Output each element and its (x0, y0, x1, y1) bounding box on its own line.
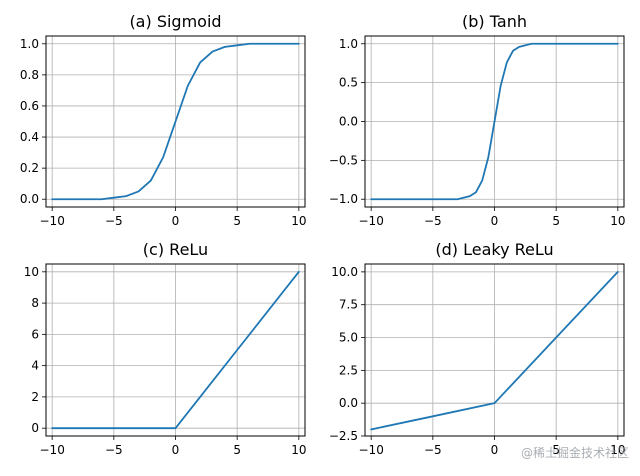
y-tick-label-relu-5: 10 (24, 265, 39, 279)
subplot-relu: −10 −5 0 5 10 0 2 4 6 8 10 (c) ReLu (24, 240, 307, 457)
y-tick-label-leaky-relu-4: 7.5 (339, 298, 358, 312)
axes-frame-tanh (364, 35, 625, 208)
y-tick-label-relu-4: 8 (31, 296, 39, 310)
x-tick-label-leaky-relu-3: 5 (552, 443, 560, 457)
y-tick-label-leaky-relu-5: 10.0 (331, 265, 358, 279)
x-tick-label-relu-0: −10 (40, 443, 65, 457)
x-tick-label-sigmoid-4: 10 (291, 214, 306, 228)
x-tick-label-relu-1: −5 (105, 443, 123, 457)
x-tick-label-tanh-2: 0 (491, 214, 499, 228)
x-tick-label-leaky-relu-1: −5 (424, 443, 442, 457)
y-tick-label-tanh-2: 0.0 (339, 115, 358, 129)
x-tick-label-sigmoid-1: −5 (105, 214, 123, 228)
x-tick-label-leaky-relu-2: 0 (491, 443, 499, 457)
axes-frame-sigmoid (45, 35, 306, 208)
watermark-text: @稀土掘金技术社区 (521, 445, 629, 460)
x-tick-label-relu-4: 10 (291, 443, 306, 457)
y-tick-label-tanh-3: 0.5 (339, 76, 358, 90)
series-line-relu (51, 270, 300, 430)
x-tick-label-sigmoid-0: −10 (40, 214, 65, 228)
y-tick-label-leaky-relu-2: 2.5 (339, 363, 358, 377)
series-line-leaky-relu (370, 270, 619, 431)
y-tick-label-sigmoid-4: 0.8 (20, 68, 39, 82)
y-tick-label-tanh-0: −1.0 (329, 192, 358, 206)
y-tick-label-leaky-relu-0: −2.5 (329, 429, 358, 443)
y-tick-label-relu-3: 6 (31, 327, 39, 341)
axes-frame-leaky-relu (364, 263, 625, 437)
x-tick-label-tanh-1: −5 (424, 214, 442, 228)
y-tick-label-tanh-1: −0.5 (329, 153, 358, 167)
y-tick-label-sigmoid-1: 0.2 (20, 161, 39, 175)
subplot-title-sigmoid: (a) Sigmoid (129, 12, 221, 31)
x-tick-label-tanh-4: 10 (610, 214, 625, 228)
x-tick-label-leaky-relu-0: −10 (359, 443, 384, 457)
subplot-tanh: −10 −5 0 5 10 −1.0 −0.5 0.0 0.5 1.0 (b) Tanh (329, 12, 626, 228)
x-tick-label-sigmoid-2: 0 (172, 214, 180, 228)
x-tick-label-relu-3: 5 (233, 443, 241, 457)
subplot-title-tanh: (b) Tanh (462, 12, 527, 31)
y-tick-label-relu-0: 0 (31, 421, 39, 435)
y-tick-label-tanh-4: 1.0 (339, 37, 358, 51)
x-tick-label-relu-2: 0 (172, 443, 180, 457)
y-tick-label-relu-1: 2 (31, 390, 39, 404)
y-tick-label-leaky-relu-1: 0.0 (339, 396, 358, 410)
subplot-title-relu: (c) ReLu (143, 240, 208, 259)
x-tick-label-sigmoid-3: 5 (233, 214, 241, 228)
y-tick-label-sigmoid-3: 0.6 (20, 99, 39, 113)
series-line-tanh (370, 42, 619, 201)
subplot-title-leaky-relu: (d) Leaky ReLu (435, 240, 553, 259)
x-tick-label-leaky-relu-4: 10 (610, 443, 625, 457)
y-tick-label-sigmoid-0: 0.0 (20, 192, 39, 206)
series-line-sigmoid (51, 42, 300, 201)
x-tick-label-tanh-3: 5 (552, 214, 560, 228)
y-tick-label-sigmoid-2: 0.4 (20, 130, 39, 144)
y-tick-label-leaky-relu-3: 5.0 (339, 331, 358, 345)
axes-frame-relu (45, 263, 306, 437)
y-tick-label-relu-2: 4 (31, 359, 39, 373)
x-tick-label-tanh-0: −10 (359, 214, 384, 228)
subplot-sigmoid: −10 −5 0 5 10 0.0 0.2 0.4 0.6 0.8 1.0 (a) Sigmoid (20, 12, 307, 228)
y-tick-label-sigmoid-5: 1.0 (20, 37, 39, 51)
subplot-leaky-relu: −10 −5 0 5 10 −2.5 0.0 2.5 5.0 7.5 10.0 (d) Leaky R… (329, 240, 626, 457)
